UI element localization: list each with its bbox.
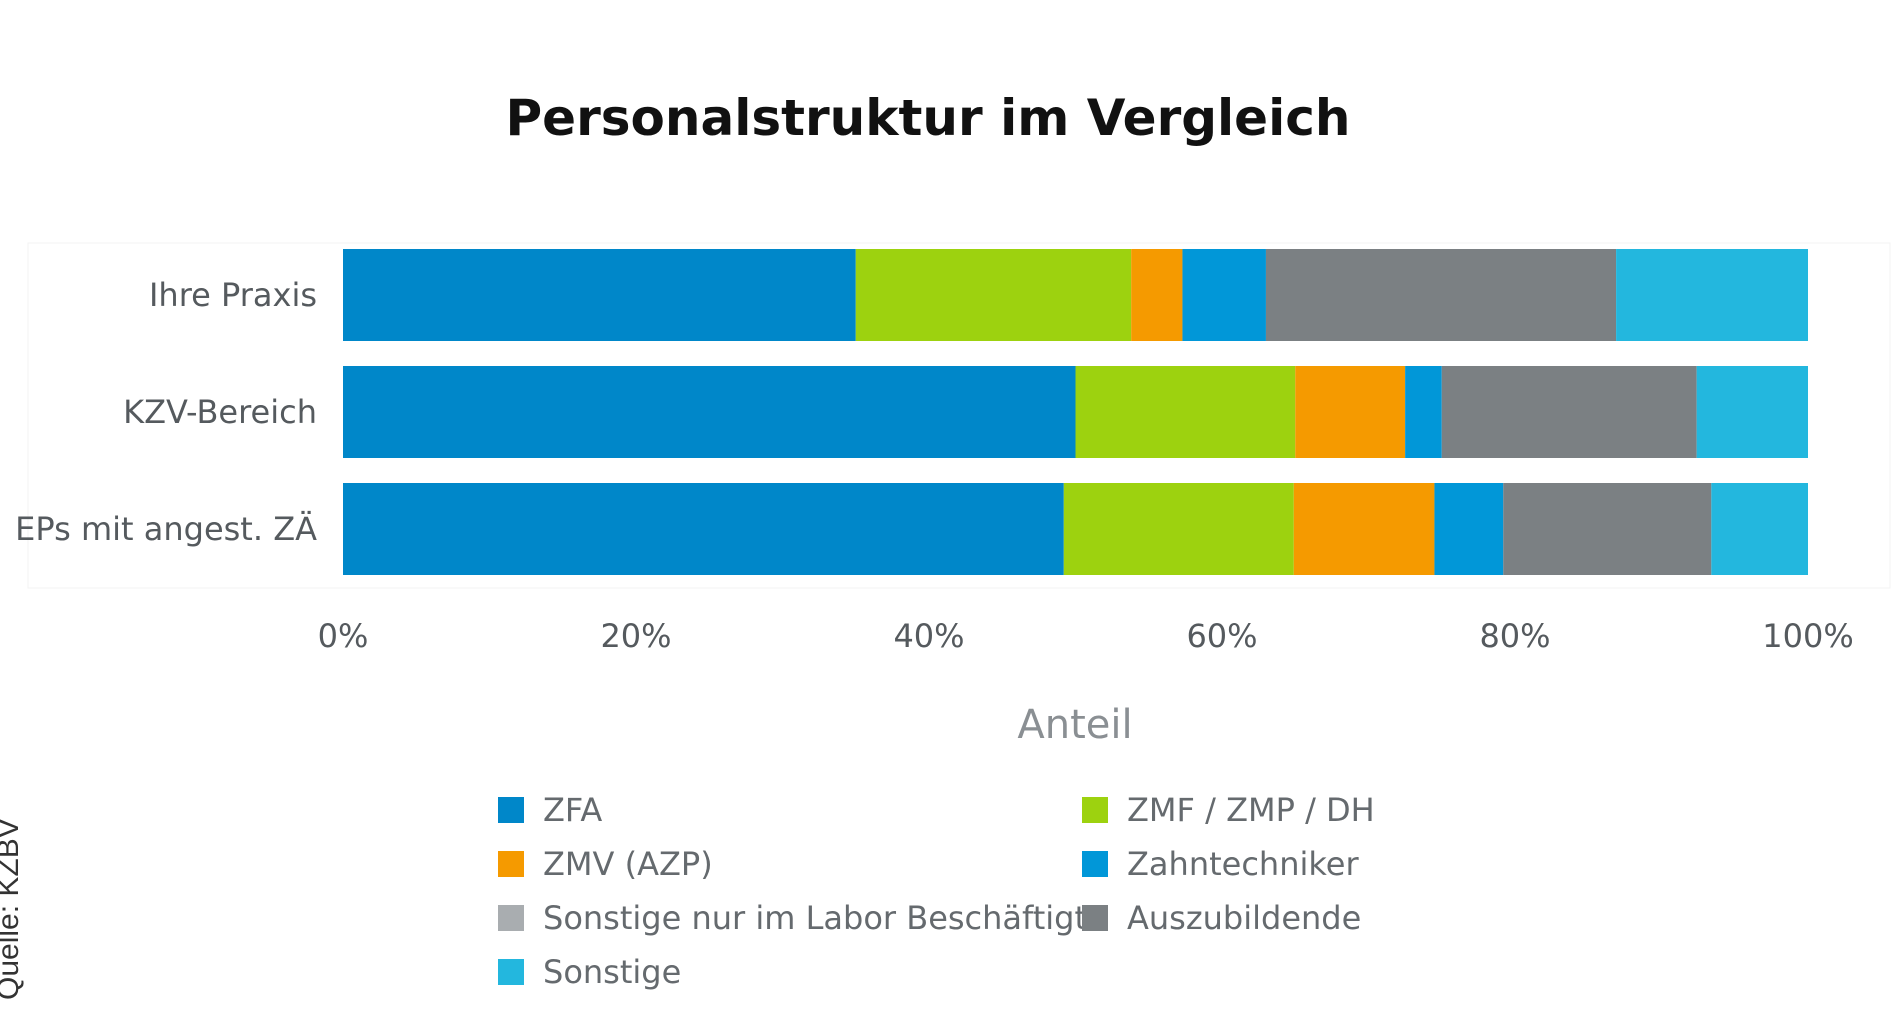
bar-segment bbox=[1063, 483, 1294, 575]
legend-swatch bbox=[1082, 851, 1108, 877]
x-tick-label: 60% bbox=[1186, 617, 1257, 655]
legend-swatch bbox=[498, 905, 524, 931]
bar-segment bbox=[855, 249, 1132, 341]
x-tick-label: 20% bbox=[600, 617, 671, 655]
x-tick-label: 0% bbox=[318, 617, 369, 655]
bar-segment bbox=[1293, 483, 1435, 575]
legend-swatch bbox=[1082, 905, 1108, 931]
bar-segment bbox=[343, 483, 1064, 575]
bar-segment bbox=[1265, 249, 1617, 341]
category-labels: Ihre Praxis KZV-Bereich EPs mit angest. ZÄ bbox=[15, 276, 317, 548]
legend-label: Sonstige bbox=[543, 953, 681, 991]
chart-title: Personalstruktur im Vergleich bbox=[506, 89, 1351, 147]
bar-segment bbox=[343, 366, 1076, 458]
bar-segment bbox=[1441, 366, 1697, 458]
legend-item: Auszubildende bbox=[1082, 899, 1361, 937]
bar-segment bbox=[1131, 249, 1183, 341]
legend-item: Zahntechniker bbox=[1082, 845, 1359, 883]
x-axis-title: Anteil bbox=[1017, 702, 1132, 748]
legend-item: ZMF / ZMP / DH bbox=[1082, 791, 1375, 829]
legend-label: ZMV (AZP) bbox=[543, 845, 713, 883]
legend-swatch bbox=[498, 797, 524, 823]
x-tick-label: 40% bbox=[893, 617, 964, 655]
legend-label: Sonstige nur im Labor Beschäftigte bbox=[543, 899, 1107, 937]
source-note: Quelle: KZBV bbox=[0, 818, 25, 1000]
x-axis-ticks: 0% 20% 40% 60% 80% 100% bbox=[318, 617, 1854, 655]
bar-segment bbox=[1182, 249, 1266, 341]
legend-item: Sonstige bbox=[498, 953, 681, 991]
bar-segment bbox=[1503, 483, 1712, 575]
legend-swatch bbox=[498, 851, 524, 877]
legend: ZFA ZMF / ZMP / DH ZMV (AZP) Zahntechniker S… bbox=[498, 791, 1375, 991]
x-tick-label: 100% bbox=[1762, 617, 1853, 655]
legend-swatch bbox=[1082, 797, 1108, 823]
legend-item: ZMV (AZP) bbox=[498, 845, 713, 883]
bar-segment bbox=[1405, 366, 1442, 458]
bar-segment bbox=[1616, 249, 1808, 341]
legend-item: ZFA bbox=[498, 791, 602, 829]
legend-swatch bbox=[498, 959, 524, 985]
bar-segment bbox=[1434, 483, 1504, 575]
legend-label: ZFA bbox=[543, 791, 602, 829]
category-label: EPs mit angest. ZÄ bbox=[15, 510, 317, 548]
legend-label: Zahntechniker bbox=[1127, 845, 1359, 883]
bar-segment bbox=[343, 249, 856, 341]
category-label: KZV-Bereich bbox=[123, 393, 317, 431]
legend-item: Sonstige nur im Labor Beschäftigte bbox=[498, 899, 1107, 937]
bar-segment bbox=[1075, 366, 1296, 458]
bar-segment bbox=[1711, 483, 1808, 575]
category-label: Ihre Praxis bbox=[149, 276, 317, 314]
bar-segment bbox=[1696, 366, 1808, 458]
bar-segment bbox=[1295, 366, 1406, 458]
legend-label: ZMF / ZMP / DH bbox=[1127, 791, 1375, 829]
legend-label: Auszubildende bbox=[1127, 899, 1361, 937]
bars-group bbox=[343, 249, 1808, 575]
x-tick-label: 80% bbox=[1479, 617, 1550, 655]
